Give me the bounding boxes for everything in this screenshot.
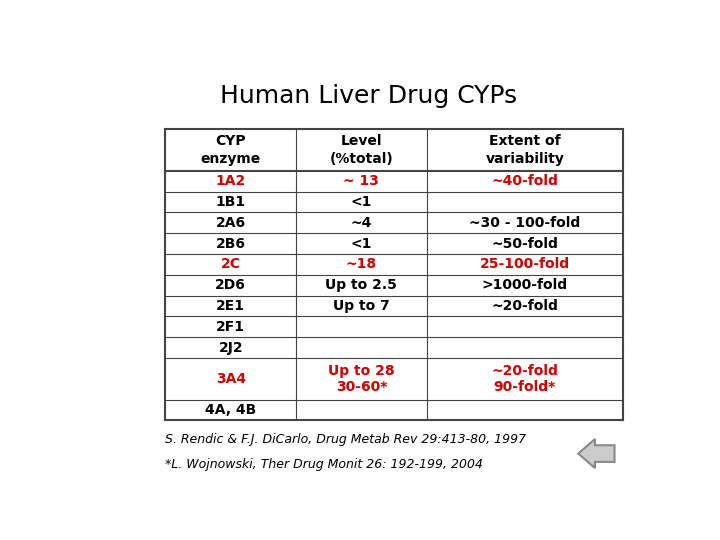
Text: ~20-fold
90-fold*: ~20-fold 90-fold* [492,363,558,394]
Text: ~50-fold: ~50-fold [492,237,558,251]
Text: *L. Wojnowski, Ther Drug Monit 26: 192-199, 2004: *L. Wojnowski, Ther Drug Monit 26: 192-1… [166,458,483,471]
Text: >1000-fold: >1000-fold [482,278,568,292]
Text: ~4: ~4 [351,216,372,230]
Text: Up to 2.5: Up to 2.5 [325,278,397,292]
FancyArrow shape [578,439,615,468]
Text: 3A4: 3A4 [215,372,246,386]
Text: CYP
enzyme: CYP enzyme [201,134,261,166]
Text: <1: <1 [351,195,372,209]
Text: Extent of
variability: Extent of variability [485,134,564,166]
Text: 4A, 4B: 4A, 4B [205,403,256,417]
Text: <1: <1 [351,237,372,251]
Text: 2E1: 2E1 [216,299,246,313]
Text: 2C: 2C [221,258,240,272]
Text: Human Liver Drug CYPs: Human Liver Drug CYPs [220,84,518,107]
Text: 2B6: 2B6 [216,237,246,251]
Text: 2F1: 2F1 [216,320,246,334]
Text: Level
(%total): Level (%total) [330,134,393,166]
Text: Up to 28
30-60*: Up to 28 30-60* [328,363,395,394]
Text: ~40-fold: ~40-fold [492,174,558,188]
Text: ~ 13: ~ 13 [343,174,379,188]
Text: 2J2: 2J2 [218,341,243,355]
Text: Up to 7: Up to 7 [333,299,390,313]
Text: 25-100-fold: 25-100-fold [480,258,570,272]
Text: S. Rendic & F.J. DiCarlo, Drug Metab Rev 29:413-80, 1997: S. Rendic & F.J. DiCarlo, Drug Metab Rev… [166,433,526,446]
Text: 1A2: 1A2 [215,174,246,188]
Text: 2A6: 2A6 [215,216,246,230]
Text: ~18: ~18 [346,258,377,272]
Text: ~30 - 100-fold: ~30 - 100-fold [469,216,580,230]
Text: ~20-fold: ~20-fold [492,299,558,313]
Text: 1B1: 1B1 [215,195,246,209]
Text: 2D6: 2D6 [215,278,246,292]
